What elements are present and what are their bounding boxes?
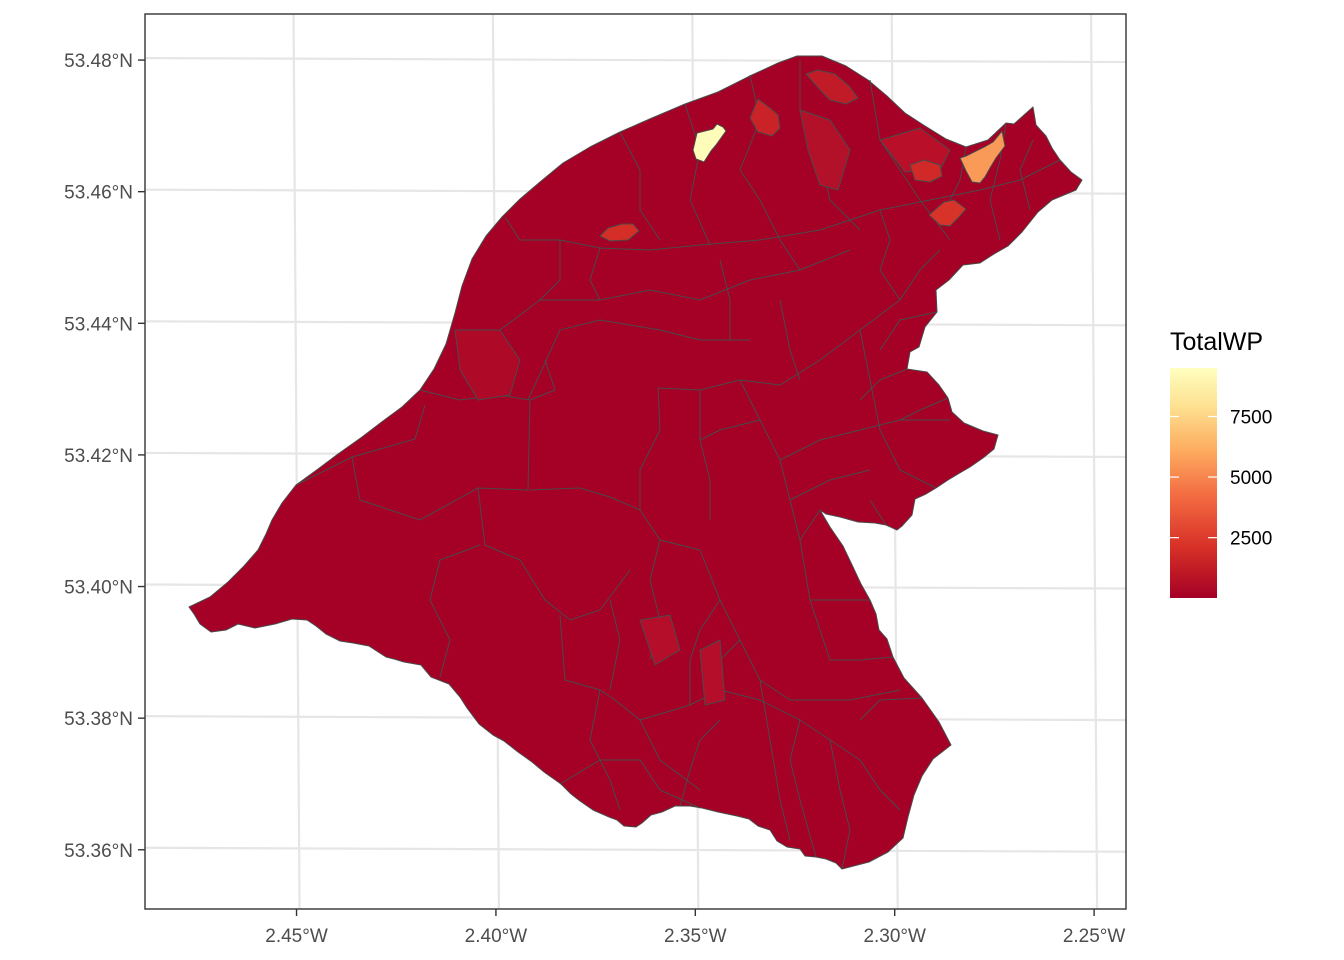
ward-boundary — [829, 739, 851, 870]
parallel-line — [145, 846, 1126, 853]
ward-boundary — [879, 209, 901, 301]
parallel-line — [145, 56, 1126, 64]
ward-boundary — [779, 239, 801, 271]
legend-ticks: 7500 5000 2500 — [1170, 407, 1272, 550]
ward-area — [799, 109, 851, 191]
ward-area — [879, 127, 951, 173]
ward-boundary — [759, 679, 791, 841]
legend-colorbar — [1170, 368, 1217, 598]
legend-tick-label: 5000 — [1230, 468, 1272, 489]
x-tick-label: 2.25°W — [1063, 926, 1126, 947]
x-tick-label: 2.45°W — [265, 926, 328, 947]
ward-boundary — [779, 299, 801, 381]
ward-boundary — [719, 259, 731, 340]
ward-boundary — [529, 487, 701, 551]
ward-boundary — [455, 249, 851, 331]
y-tick-label: 53.46°N — [64, 183, 133, 204]
ward-boundary — [899, 249, 941, 301]
ward-boundary — [639, 387, 661, 510]
x-tick-label: 2.30°W — [863, 926, 926, 947]
ward-boundary — [859, 368, 908, 401]
ward-boundary — [859, 759, 901, 811]
x-tick-label: 2.40°W — [465, 926, 528, 947]
ward-boundary — [859, 329, 937, 489]
ward-boundary — [295, 404, 426, 486]
area-hotspot-4 — [599, 223, 640, 242]
ward-boundary — [589, 247, 601, 301]
meridian-line — [1089, 14, 1099, 909]
ward-boundary — [799, 509, 821, 541]
ward-boundary — [699, 419, 761, 441]
ward-area — [639, 614, 681, 666]
area-hotspot-5 — [909, 159, 943, 183]
x-tick-label: 2.35°W — [664, 926, 727, 947]
ward-boundary — [559, 614, 701, 791]
ward-boundary — [619, 131, 661, 241]
ward-boundary — [679, 719, 721, 807]
high-value-areas — [599, 69, 1006, 242]
meridian-line — [292, 14, 301, 909]
ward-boundary — [351, 359, 556, 521]
ward-boundary — [929, 159, 1061, 201]
legend-tick-label: 2500 — [1230, 529, 1272, 550]
legend-tick-label: 7500 — [1230, 407, 1272, 428]
x-axis: 2.45°W 2.40°W 2.35°W 2.30°W 2.25°W — [265, 909, 1125, 947]
y-tick-label: 53.36°N — [64, 841, 133, 862]
ward-boundary — [429, 544, 481, 678]
district-outline — [188, 55, 1083, 870]
ward-boundary — [527, 319, 750, 401]
ward-boundary — [689, 599, 721, 705]
y-tick-label: 53.40°N — [64, 578, 133, 599]
legend-title: TotalWP — [1170, 328, 1263, 356]
ward-boundary — [539, 240, 561, 301]
ward-boundary — [789, 719, 817, 858]
panel-border — [144, 13, 1127, 910]
y-axis: 53.48°N 53.46°N 53.44°N 53.42°N 53.40°N 53.38… — [64, 51, 145, 862]
ward-boundary — [609, 599, 621, 691]
y-tick-label: 53.44°N — [64, 314, 133, 335]
area-hotspot-7 — [805, 69, 859, 105]
ward-boundary — [477, 487, 631, 621]
map-regions — [188, 55, 1083, 870]
ward-boundary — [789, 469, 871, 501]
legend: TotalWP 7500 5000 2500 — [1170, 328, 1272, 598]
y-tick-label: 53.42°N — [64, 446, 133, 467]
y-tick-label: 53.48°N — [64, 51, 133, 72]
ward-boundary — [559, 759, 701, 809]
ward-area — [699, 639, 726, 706]
ward-boundary — [879, 311, 938, 351]
ward-boundary — [859, 697, 923, 721]
area-hotspot-6 — [749, 98, 781, 137]
ward-boundary — [684, 103, 711, 246]
ward-boundary — [779, 419, 950, 461]
area-hotspot-3 — [928, 199, 967, 227]
ward-boundary — [899, 397, 949, 421]
ward-boundary — [699, 390, 711, 520]
ward-boundary — [1019, 139, 1034, 211]
ward-boundary — [830, 656, 894, 661]
y-tick-label: 53.38°N — [64, 709, 133, 730]
area-hotspot-2 — [959, 130, 1006, 184]
ward-boundary — [869, 499, 887, 526]
area-hotspot-1 — [692, 123, 727, 163]
ward-area — [454, 329, 521, 401]
ward-boundary — [869, 79, 951, 241]
